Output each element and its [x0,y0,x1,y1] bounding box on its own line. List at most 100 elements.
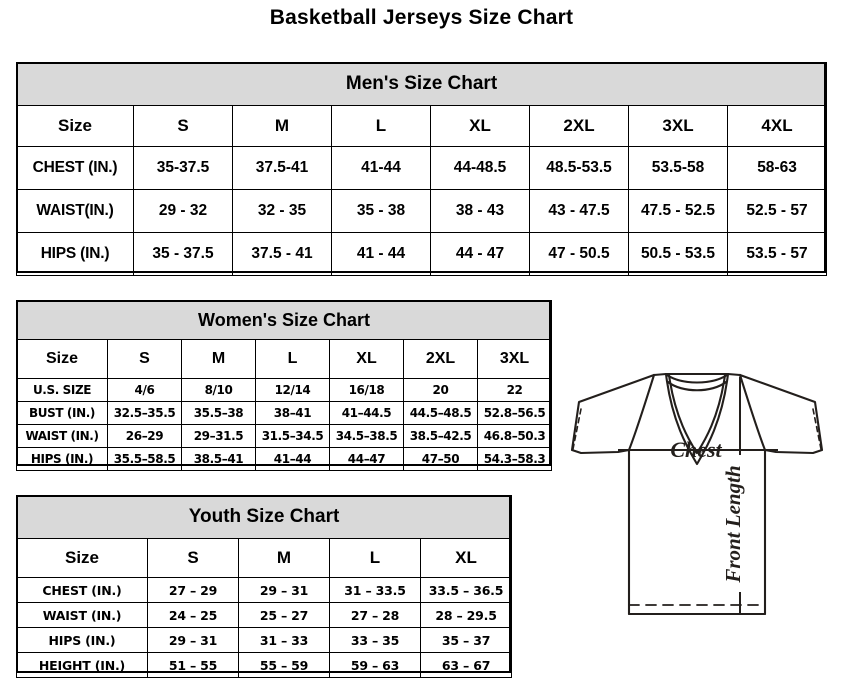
womens-col-header-m: M [181,339,256,379]
womens-hips-l: 41–44 [255,447,330,471]
table-row: HIPS (IN.) 29 – 31 31 – 33 33 – 35 35 – … [16,627,513,653]
mens-waist-3xl: 47.5 - 52.5 [628,189,728,233]
womens-row-label-waist: WAIST (IN.) [16,424,108,448]
table-row: CHEST (IN.) 35-37.5 37.5-41 41-44 44-48.… [16,146,828,190]
youth-chest-s: 27 – 29 [147,577,239,603]
womens-waist-s: 26–29 [107,424,182,448]
womens-us-size-l: 12/14 [255,378,330,402]
womens-bust-l: 38–41 [255,401,330,425]
table-row: BUST (IN.) 32.5–35.5 35.5–38 38–41 41–44… [16,401,553,425]
mens-chest-2xl: 48.5-53.5 [529,146,629,190]
mens-column-header-row: Size S M L XL 2XL 3XL 4XL [16,105,828,147]
mens-row-label-chest: CHEST (IN.) [16,146,134,190]
mens-col-header-l: L [331,105,431,147]
mens-waist-xl: 38 - 43 [430,189,530,233]
mens-chest-4xl: 58-63 [726,146,828,190]
mens-col-header-size: Size [16,105,134,147]
youth-banner-row: Youth Size Chart [15,495,513,539]
youth-col-header-s: S [147,538,239,578]
womens-waist-3xl: 46.8–50.3 [476,424,553,448]
youth-row-label-hips: HIPS (IN.) [16,627,148,653]
youth-chest-l: 31 – 33.5 [329,577,421,603]
mens-banner-row: Men's Size Chart [15,62,828,106]
mens-chest-s: 35-37.5 [133,146,233,190]
jersey-measurement-diagram: Chest Front Length [556,352,838,662]
mens-waist-l: 35 - 38 [331,189,431,233]
page-title: Basketball Jerseys Size Chart [269,6,574,29]
youth-row-label-chest: CHEST (IN.) [16,577,148,603]
youth-waist-xl: 28 – 29.5 [419,602,513,628]
youth-banner-label: Youth Size Chart [15,495,513,539]
youth-col-header-size: Size [16,538,148,578]
mens-waist-m: 32 - 35 [232,189,332,233]
youth-hips-l: 33 – 35 [329,627,421,653]
mens-waist-2xl: 43 - 47.5 [529,189,629,233]
mens-row-label-hips: HIPS (IN.) [16,232,134,276]
womens-col-header-l: L [255,339,330,379]
mens-hips-m: 37.5 - 41 [232,232,332,276]
mens-col-header-m: M [232,105,332,147]
youth-waist-m: 25 – 27 [238,602,330,628]
womens-banner-label: Women's Size Chart [15,300,553,340]
womens-hips-s: 35.5–58.5 [107,447,182,471]
mens-hips-xl: 44 - 47 [430,232,530,276]
mens-chest-l: 41-44 [331,146,431,190]
mens-hips-3xl: 50.5 - 53.5 [628,232,728,276]
table-row: U.S. SIZE 4/6 8/10 12/14 16/18 20 22 [16,378,553,402]
mens-banner-label: Men's Size Chart [15,62,828,106]
womens-col-header-s: S [107,339,182,379]
mens-waist-s: 29 - 32 [133,189,233,233]
womens-us-size-s: 4/6 [107,378,182,402]
chest-dimension-label: Chest [670,437,722,462]
front-length-dimension-label: Front Length [721,465,745,583]
womens-bust-xl: 41–44.5 [329,401,404,425]
womens-bust-3xl: 52.8–56.5 [476,401,553,425]
youth-chest-xl: 33.5 – 36.5 [419,577,513,603]
mens-col-header-4xl: 4XL [726,105,828,147]
mens-size-chart-table: Men's Size Chart Size S M L XL 2XL 3XL 4… [15,62,828,276]
womens-col-header-3xl: 3XL [476,339,553,379]
youth-height-m: 55 – 59 [238,652,330,678]
womens-bust-s: 32.5–35.5 [107,401,182,425]
womens-us-size-3xl: 22 [476,378,553,402]
womens-row-label-us-size: U.S. SIZE [16,378,108,402]
youth-height-s: 51 – 55 [147,652,239,678]
womens-waist-l: 31.5–34.5 [255,424,330,448]
mens-col-header-2xl: 2XL [529,105,629,147]
mens-hips-4xl: 53.5 - 57 [726,232,828,276]
womens-row-label-bust: BUST (IN.) [16,401,108,425]
youth-hips-m: 31 – 33 [238,627,330,653]
jersey-outline-icon [570,372,824,616]
table-row: CHEST (IN.) 27 – 29 29 – 31 31 – 33.5 33… [16,577,513,603]
womens-hips-3xl: 54.3–58.3 [476,447,553,471]
womens-us-size-m: 8/10 [181,378,256,402]
mens-chest-xl: 44-48.5 [430,146,530,190]
womens-col-header-xl: XL [329,339,404,379]
youth-waist-s: 24 – 25 [147,602,239,628]
table-row: WAIST(IN.) 29 - 32 32 - 35 35 - 38 38 - … [16,189,828,233]
table-row: HEIGHT (IN.) 51 – 55 55 – 59 59 – 63 63 … [16,652,513,678]
youth-waist-l: 27 – 28 [329,602,421,628]
mens-col-header-s: S [133,105,233,147]
youth-height-xl: 63 – 67 [419,652,513,678]
youth-hips-s: 29 – 31 [147,627,239,653]
table-row: WAIST (IN.) 26–29 29–31.5 31.5–34.5 34.5… [16,424,553,448]
youth-row-label-waist: WAIST (IN.) [16,602,148,628]
mens-row-label-waist: WAIST(IN.) [16,189,134,233]
youth-chest-m: 29 – 31 [238,577,330,603]
mens-waist-4xl: 52.5 - 57 [726,189,828,233]
youth-height-l: 59 – 63 [329,652,421,678]
womens-column-header-row: Size S M L XL 2XL 3XL [16,339,553,379]
womens-bust-2xl: 44.5–48.5 [403,401,478,425]
youth-column-header-row: Size S M L XL [16,538,513,578]
womens-row-label-hips: HIPS (IN.) [16,447,108,471]
youth-size-chart-table: Youth Size Chart Size S M L XL CHEST (IN… [15,495,513,678]
womens-waist-2xl: 38.5–42.5 [403,424,478,448]
womens-col-header-size: Size [16,339,108,379]
womens-us-size-xl: 16/18 [329,378,404,402]
youth-col-header-m: M [238,538,330,578]
womens-waist-xl: 34.5–38.5 [329,424,404,448]
womens-hips-xl: 44–47 [329,447,404,471]
mens-chest-m: 37.5-41 [232,146,332,190]
womens-us-size-2xl: 20 [403,378,478,402]
